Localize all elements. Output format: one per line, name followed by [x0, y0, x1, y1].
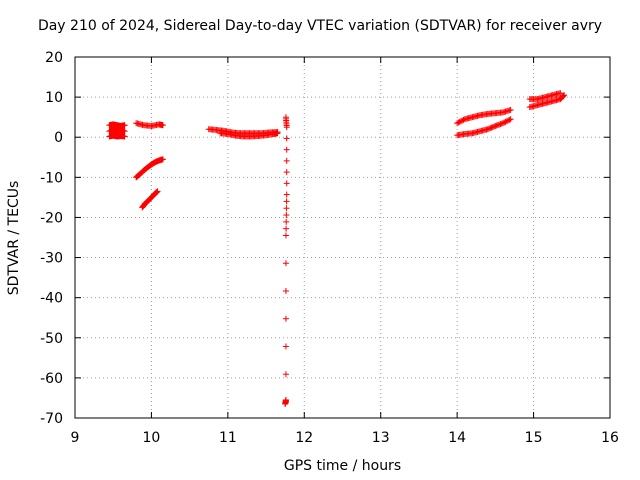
data-point — [507, 106, 514, 113]
data-point — [456, 118, 463, 125]
data-point — [502, 118, 509, 125]
data-point — [501, 119, 508, 126]
y-tick-labels: 20 10 0 -10 -20 -30 -40 -50 -60 -70 — [40, 50, 63, 427]
series-arc-0930-low — [106, 132, 128, 140]
data-point — [121, 133, 128, 140]
data-point — [282, 232, 289, 239]
data-point — [283, 146, 290, 153]
data-point — [560, 92, 567, 99]
data-point — [159, 156, 166, 163]
y-tick-label: -40 — [40, 291, 63, 307]
data-point — [506, 116, 513, 123]
data-point — [121, 128, 128, 135]
data-point — [283, 135, 290, 142]
data-point — [154, 188, 161, 195]
data-point — [283, 198, 290, 205]
grid-lines — [75, 57, 610, 418]
x-tick-label: 12 — [295, 430, 313, 446]
data-points — [106, 90, 568, 407]
series-arc-1000-lower — [139, 188, 161, 211]
data-point — [283, 180, 290, 187]
series-arc-1400-upper — [454, 106, 514, 127]
data-point — [283, 205, 290, 212]
series-arc-1000 — [133, 120, 166, 129]
data-point — [561, 92, 568, 99]
axis-ticks — [74, 56, 611, 419]
series-isolated-1145-tail — [282, 396, 289, 407]
y-tick-label: -70 — [40, 411, 63, 427]
data-point — [274, 130, 281, 137]
data-point — [459, 117, 466, 124]
series-arc-1400-lower — [454, 116, 514, 139]
data-point — [484, 126, 491, 133]
y-tick-label: -10 — [40, 170, 63, 186]
data-point — [507, 116, 514, 123]
y-tick-label: 10 — [45, 90, 63, 106]
data-point — [282, 343, 289, 350]
series-arc-1000-descending — [133, 156, 166, 181]
y-tick-label: 20 — [45, 50, 63, 66]
y-tick-label: -20 — [40, 210, 63, 226]
data-point — [489, 124, 496, 131]
data-point — [283, 212, 290, 219]
data-point — [505, 117, 512, 124]
x-tick-label: 16 — [601, 430, 619, 446]
data-point — [455, 119, 462, 126]
data-point — [283, 225, 290, 232]
data-point — [282, 287, 289, 294]
data-point — [283, 157, 290, 164]
data-point — [557, 90, 564, 97]
y-tick-label: -60 — [40, 371, 63, 387]
data-point — [159, 122, 166, 129]
x-tick-labels: 9 10 11 12 13 14 15 16 — [71, 430, 619, 446]
plot-frame — [74, 56, 611, 419]
data-point — [283, 124, 290, 131]
data-point — [283, 218, 290, 225]
data-point — [500, 120, 506, 127]
data-point — [454, 120, 461, 127]
data-point — [491, 123, 498, 130]
y-axis-label: SDTVAR / TECUs — [6, 180, 22, 296]
y-tick-label: -50 — [40, 331, 63, 347]
series-isolated-1145 — [282, 114, 290, 405]
y-tick-label: 0 — [54, 130, 63, 146]
data-point — [121, 122, 128, 129]
series-arc-1500-upper — [526, 90, 564, 103]
data-point — [282, 371, 289, 378]
chart-title: Day 210 of 2024, Sidereal Day-to-day VTE… — [37, 18, 603, 34]
data-point — [460, 116, 467, 123]
y-tick-label: -30 — [40, 251, 63, 267]
x-axis-label: GPS time / hours — [283, 458, 402, 474]
x-tick-label: 15 — [525, 430, 543, 446]
data-point — [559, 93, 566, 100]
series-arc-1100-lower — [217, 130, 281, 140]
data-point — [282, 260, 289, 267]
data-point — [283, 169, 290, 176]
series-arc-0930-mid — [106, 127, 128, 135]
x-tick-label: 14 — [448, 430, 466, 446]
x-tick-label: 9 — [71, 430, 80, 446]
data-point — [283, 191, 290, 198]
data-point — [485, 125, 492, 132]
data-point — [282, 396, 289, 403]
data-point — [282, 315, 289, 322]
data-point — [457, 118, 464, 125]
x-tick-label: 13 — [372, 430, 390, 446]
x-tick-label: 10 — [143, 430, 161, 446]
x-tick-label: 11 — [219, 430, 237, 446]
data-point — [503, 118, 510, 125]
data-point — [487, 125, 494, 132]
series-arc-1500 — [526, 92, 568, 111]
data-point — [488, 124, 495, 131]
